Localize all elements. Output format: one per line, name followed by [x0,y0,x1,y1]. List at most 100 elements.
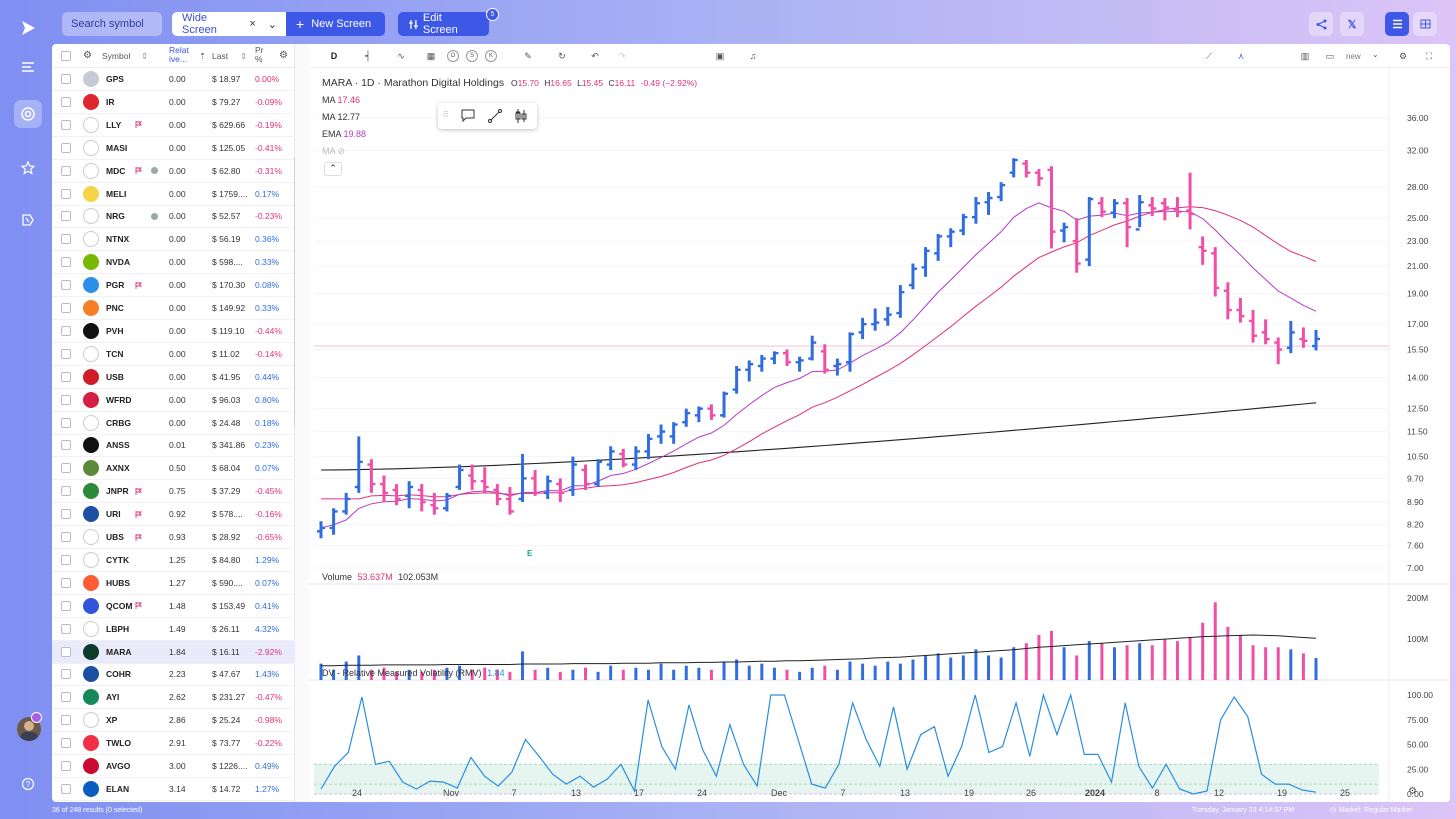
watchlist-row[interactable]: TWLO 2.91 $ 73.77 -0.22% [52,732,295,756]
row-checkbox[interactable] [61,119,71,130]
watchlist-row[interactable]: ANSS 0.01 $ 341.86 0.23% [52,434,295,458]
x-social-icon[interactable]: 𝕏 [1340,12,1364,36]
last-price-header[interactable]: Last [212,51,229,61]
row-checkbox[interactable] [61,96,71,107]
watchlist-row[interactable]: ELAN 3.14 $ 14.72 1.27% [52,778,295,801]
folder-icon[interactable]: ▭ [1325,50,1335,61]
app-logo-play-icon[interactable] [14,14,42,42]
chart-settings-icon[interactable]: ⚙ [1398,50,1408,61]
splitter[interactable] [295,44,309,802]
select-all-checkbox[interactable] [61,51,71,61]
flag-icon[interactable] [135,281,142,289]
row-checkbox[interactable] [61,600,71,611]
toggle-k-button[interactable]: K [485,50,497,62]
row-checkbox[interactable] [61,463,71,474]
row-checkbox[interactable] [61,188,71,199]
toggle-o-button[interactable]: O [447,50,459,62]
row-checkbox[interactable] [61,738,71,749]
row-checkbox[interactable] [61,234,71,245]
bar-style-icon[interactable]: ┥ [365,50,371,61]
hidden-eye-icon[interactable]: ⊘ [337,146,346,156]
watchlist-row[interactable]: NVDA 0.00 $ 598.... 0.33% [52,251,295,275]
row-checkbox[interactable] [61,509,71,520]
star-icon[interactable] [14,154,42,182]
sort-icon[interactable]: ⇕ [141,51,149,61]
indicators-icon[interactable]: ∿ [397,50,405,61]
watchlist-row[interactable]: GPS 0.00 $ 18.97 0.00% [52,68,295,91]
help-icon[interactable]: ? [14,770,42,798]
column-settings-icon[interactable]: ⚙ [279,50,288,61]
row-checkbox[interactable] [61,486,71,497]
flag-icon[interactable] [135,602,142,610]
trend-line-icon[interactable] [488,109,502,123]
axis-settings-icon[interactable]: ⚙ [1408,786,1417,797]
watchlist-row[interactable]: LLY 0.00 $ 629.66 -0.19% [52,114,295,137]
row-checkbox[interactable] [61,280,71,291]
row-checkbox[interactable] [61,554,71,565]
watchlist-row[interactable]: PGR 0.00 $ 170.30 0.08% [52,274,295,298]
drag-handle-icon[interactable]: ⠿ [443,110,449,119]
row-checkbox[interactable] [61,303,71,313]
flag-icon[interactable] [135,121,142,129]
row-checkbox[interactable] [61,74,71,84]
row-checkbox[interactable] [61,646,71,657]
watchlist-row[interactable]: MASI 0.00 $ 125.05 -0.41% [52,137,295,160]
watchlist-row[interactable]: PVH 0.00 $ 119.10 -0.44% [52,320,295,343]
watchlist-row[interactable]: UBS 0.93 $ 28.92 -0.65% [52,526,295,549]
collapse-legend-button[interactable]: ⌃ [324,162,342,176]
layout-icon[interactable]: ▥ [1300,50,1310,61]
watchlist-row[interactable]: USB 0.00 $ 41.95 0.44% [52,366,295,389]
watchlist-row[interactable]: PNC 0.00 $ 149.92 0.33% [52,297,295,320]
row-checkbox[interactable] [61,142,71,153]
alert-bell-icon[interactable]: ♫ [749,51,757,61]
row-checkbox[interactable] [61,371,71,382]
row-checkbox[interactable] [61,715,71,726]
feed-icon[interactable] [14,206,42,234]
flag-icon[interactable] [135,510,142,518]
watchlist-row[interactable]: NTNX 0.00 $ 56.19 0.36% [52,228,295,252]
watchlist-row[interactable]: WFRD 0.00 $ 96.03 0.80% [52,389,295,412]
compare-icon[interactable]: ⋏ [1237,50,1245,61]
row-checkbox[interactable] [61,257,71,268]
row-checkbox[interactable] [61,623,71,634]
templates-icon[interactable]: ▦ [426,50,436,61]
watchlist-row[interactable]: LBPH 1.49 $ 26.11 4.32% [52,618,295,641]
watchlist-row[interactable]: MDC 0.00 $ 62.80 -0.31% [52,160,295,183]
list-view-icon[interactable] [1385,12,1409,36]
fullscreen-icon[interactable]: ⛶ [1425,50,1433,61]
list-icon[interactable] [14,53,42,81]
sort-up-icon[interactable]: ⇡ [199,51,207,61]
watchlist-row[interactable]: XP 2.86 $ 25.24 -0.98% [52,709,295,733]
row-checkbox[interactable] [61,348,71,359]
interval-button[interactable]: D [330,51,338,61]
earnings-marker[interactable]: E [527,549,533,558]
row-checkbox[interactable] [61,417,71,428]
row-checkbox[interactable] [61,394,71,405]
row-checkbox[interactable] [61,577,71,588]
chevron-down-icon[interactable]: ⌄ [1372,50,1379,59]
chart-canvas[interactable]: 36.00 32.00 28.00 25.00 23.00 21.00 19.00 17.00… [309,68,1450,802]
calendar-icon[interactable]: ▣ [715,50,725,61]
watchlist-row[interactable]: IR 0.00 $ 79.27 -0.09% [52,91,295,114]
watchlist-row[interactable]: MARA 1.84 $ 16.11 -2.92% [52,640,295,664]
share-icon[interactable] [1309,12,1333,36]
row-checkbox[interactable] [61,440,71,451]
line-chart-icon[interactable]: ⟋ [1205,50,1213,61]
flag-icon[interactable] [135,533,142,541]
watchlist-row[interactable]: AXNX 0.50 $ 68.04 0.07% [52,457,295,481]
close-icon[interactable]: × [249,18,256,30]
refresh-icon[interactable]: ↻ [558,50,566,61]
flag-icon[interactable] [135,167,142,175]
watchlist-row[interactable]: JNPR 0.75 $ 37.29 -0.45% [52,480,295,504]
sort-icon-2[interactable]: ⇕ [240,51,248,61]
target-icon[interactable] [14,100,42,128]
watchlist-row[interactable]: COHR 2.23 $ 47.67 1.43% [52,663,295,687]
watchlist-row[interactable]: AYI 2.62 $ 231.27 -0.47% [52,686,295,710]
watchlist-row[interactable]: URI 0.92 $ 578.... -0.16% [52,503,295,527]
row-checkbox[interactable] [61,783,71,794]
draw-pen-icon[interactable]: ✎ [524,50,532,61]
row-checkbox[interactable] [61,669,71,680]
edit-screen-button[interactable]: Edit Screen [398,12,489,36]
row-checkbox[interactable] [61,165,71,176]
watchlist-row[interactable]: CRBG 0.00 $ 24.48 0.18% [52,412,295,435]
